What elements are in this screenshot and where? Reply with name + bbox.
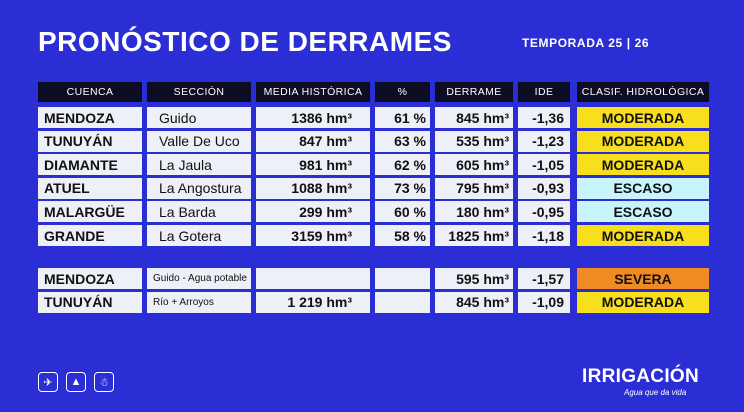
extra_rows-cell-clasif: MODERADA bbox=[577, 291, 709, 313]
rows-cell-cuenca: ATUEL bbox=[38, 177, 142, 199]
rows-cell-pct: 63 % bbox=[375, 130, 430, 152]
extra_rows-cell-seccion: Guido - Agua potable bbox=[147, 268, 251, 289]
rows-cell-seccion: La Gotera bbox=[147, 225, 251, 246]
extra_rows-cell-media bbox=[256, 268, 370, 289]
rows-cell-media: 3159 hm³ bbox=[256, 225, 370, 246]
extra_rows-cell-clasif: SEVERA bbox=[577, 268, 709, 289]
rows-cell-pct: 62 % bbox=[375, 154, 430, 176]
helicopter-icon: ✈ bbox=[38, 372, 58, 392]
rows-cell-ide: -1,23 bbox=[518, 130, 570, 152]
rows-cell-ide: -1,36 bbox=[518, 107, 570, 128]
rows-cell-cuenca: GRANDE bbox=[38, 225, 142, 246]
header-seccion: SECCIÓN bbox=[147, 82, 251, 102]
rows-cell-derrame: 795 hm³ bbox=[435, 177, 513, 199]
extra_rows-cell-media: 1 219 hm³ bbox=[256, 291, 370, 313]
rows-cell-derrame: 1825 hm³ bbox=[435, 225, 513, 246]
rows-cell-clasif: MODERADA bbox=[577, 225, 709, 246]
rows-cell-pct: 60 % bbox=[375, 201, 430, 223]
rows-cell-pct: 73 % bbox=[375, 177, 430, 199]
rows-cell-pct: 58 % bbox=[375, 225, 430, 246]
extra_rows-cell-ide: -1,09 bbox=[518, 291, 570, 313]
rows-cell-cuenca: DIAMANTE bbox=[38, 154, 142, 176]
rows-cell-cuenca: MENDOZA bbox=[38, 107, 142, 128]
rows-cell-clasif: ESCASO bbox=[577, 201, 709, 223]
rows-cell-media: 299 hm³ bbox=[256, 201, 370, 223]
rows-cell-media: 1088 hm³ bbox=[256, 177, 370, 199]
header-media: MEDIA HISTÓRICA bbox=[256, 82, 370, 102]
rows-cell-media: 1386 hm³ bbox=[256, 107, 370, 128]
footer-icons: ✈ ▲ ☃ bbox=[38, 372, 114, 392]
rows-cell-media: 981 hm³ bbox=[256, 154, 370, 176]
header-derrame: DERRAME bbox=[435, 82, 513, 102]
rows-cell-cuenca: MALARGÜE bbox=[38, 201, 142, 223]
rows-cell-clasif: MODERADA bbox=[577, 107, 709, 128]
rows-cell-seccion: Guido bbox=[147, 107, 251, 128]
page-title: PRONÓSTICO DE DERRAMES bbox=[38, 26, 452, 57]
rows-cell-ide: -0,93 bbox=[518, 177, 570, 199]
rows-cell-pct: 61 % bbox=[375, 107, 430, 128]
rows-cell-seccion: La Jaula bbox=[147, 154, 251, 176]
rows-cell-derrame: 605 hm³ bbox=[435, 154, 513, 176]
extra_rows-cell-cuenca: TUNUYÁN bbox=[38, 291, 142, 313]
hiker-icon: ☃ bbox=[94, 372, 114, 392]
rows-cell-cuenca: TUNUYÁN bbox=[38, 130, 142, 152]
rows-cell-media: 847 hm³ bbox=[256, 130, 370, 152]
mountain-icon: ▲ bbox=[66, 372, 86, 392]
header-pct: % bbox=[375, 82, 430, 102]
extra_rows-cell-derrame: 845 hm³ bbox=[435, 291, 513, 313]
rows-cell-derrame: 180 hm³ bbox=[435, 201, 513, 223]
rows-cell-ide: -1,18 bbox=[518, 225, 570, 246]
extra_rows-cell-ide: -1,57 bbox=[518, 268, 570, 289]
logo-slogan: Agua que da vida bbox=[624, 388, 687, 397]
extra_rows-cell-derrame: 595 hm³ bbox=[435, 268, 513, 289]
rows-cell-clasif: MODERADA bbox=[577, 154, 709, 176]
rows-cell-ide: -0,95 bbox=[518, 201, 570, 223]
rows-cell-ide: -1,05 bbox=[518, 154, 570, 176]
irrigacion-logo: IRRIGACIÓN bbox=[582, 366, 699, 387]
header-clasif: CLASIF. HIDROLÓGICA bbox=[577, 82, 709, 102]
extra_rows-cell-seccion: Río + Arroyos bbox=[147, 291, 251, 313]
extra_rows-cell-cuenca: MENDOZA bbox=[38, 268, 142, 289]
extra_rows-cell-pct bbox=[375, 291, 430, 313]
rows-cell-derrame: 535 hm³ bbox=[435, 130, 513, 152]
extra_rows-cell-pct bbox=[375, 268, 430, 289]
season-label: TEMPORADA 25 | 26 bbox=[522, 36, 650, 50]
rows-cell-clasif: MODERADA bbox=[577, 130, 709, 152]
rows-cell-seccion: La Angostura bbox=[147, 177, 251, 199]
rows-cell-clasif: ESCASO bbox=[577, 177, 709, 199]
header-ide: IDE bbox=[518, 82, 570, 102]
rows-cell-seccion: Valle De Uco bbox=[147, 130, 251, 152]
rows-cell-derrame: 845 hm³ bbox=[435, 107, 513, 128]
header-cuenca: CUENCA bbox=[38, 82, 142, 102]
rows-cell-seccion: La Barda bbox=[147, 201, 251, 223]
